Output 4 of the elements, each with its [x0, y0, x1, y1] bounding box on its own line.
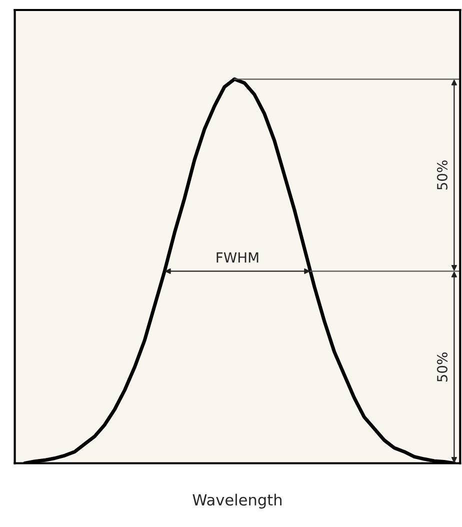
annotation: FWHM [216, 252, 258, 263]
annotation: 50% [436, 160, 448, 190]
x-axis-title: Wavelength [192, 494, 282, 509]
annotation: 50% [436, 352, 448, 382]
